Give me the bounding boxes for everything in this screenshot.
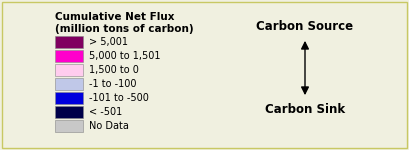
Text: 1,500 to 0: 1,500 to 0 bbox=[89, 65, 139, 75]
Bar bbox=[55, 50, 83, 62]
Text: Cumulative Net Flux: Cumulative Net Flux bbox=[55, 12, 175, 22]
Text: Carbon Source: Carbon Source bbox=[256, 20, 353, 33]
Text: -1 to -100: -1 to -100 bbox=[89, 79, 137, 89]
Bar bbox=[55, 36, 83, 48]
Text: 5,000 to 1,501: 5,000 to 1,501 bbox=[89, 51, 160, 61]
Text: Carbon Sink: Carbon Sink bbox=[265, 103, 345, 116]
Bar bbox=[55, 64, 83, 76]
Bar bbox=[55, 78, 83, 90]
Text: (million tons of carbon): (million tons of carbon) bbox=[55, 24, 193, 34]
Bar bbox=[55, 120, 83, 132]
Bar bbox=[55, 106, 83, 118]
Text: No Data: No Data bbox=[89, 121, 129, 131]
Bar bbox=[55, 92, 83, 104]
Text: > 5,001: > 5,001 bbox=[89, 37, 128, 47]
Text: < -501: < -501 bbox=[89, 107, 122, 117]
Text: -101 to -500: -101 to -500 bbox=[89, 93, 149, 103]
